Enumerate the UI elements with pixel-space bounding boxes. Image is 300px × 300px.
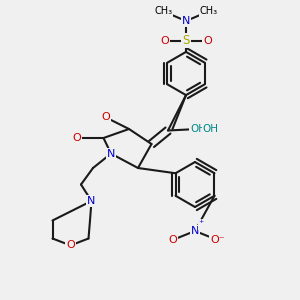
Text: CH₃: CH₃ [154,6,172,16]
Text: N: N [191,226,199,236]
Text: O: O [73,133,82,143]
Text: O: O [168,235,177,245]
Text: S: S [182,34,190,47]
Text: OH: OH [202,124,218,134]
Text: N: N [182,16,190,26]
Text: CH₃: CH₃ [200,6,217,16]
Text: OH: OH [190,124,206,134]
Text: O: O [203,35,212,46]
Text: O: O [160,35,169,46]
Text: N: N [87,196,96,206]
Text: N: N [107,148,115,159]
Text: O⁻: O⁻ [210,235,225,245]
Text: O: O [66,240,75,250]
Text: O: O [101,112,110,122]
Text: ⁺: ⁺ [198,219,204,230]
